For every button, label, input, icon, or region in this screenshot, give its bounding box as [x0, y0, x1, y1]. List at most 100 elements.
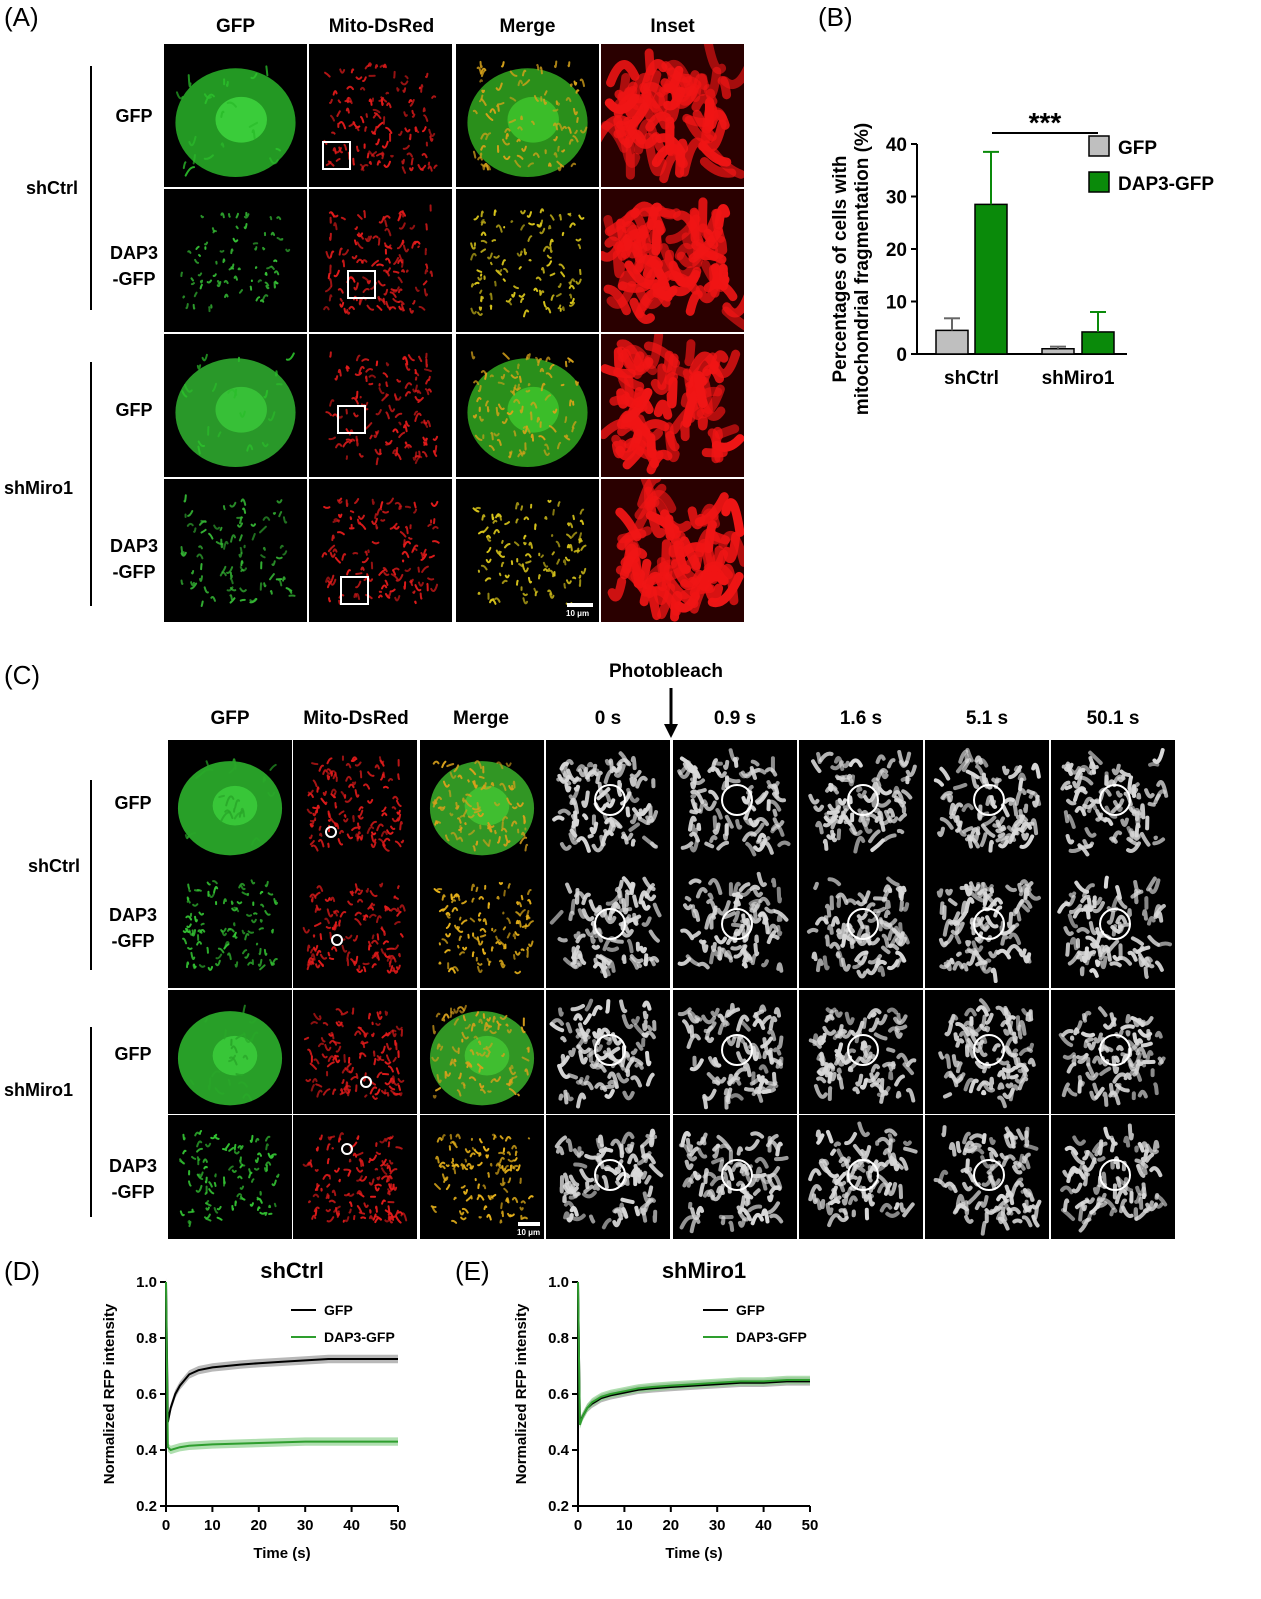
- bleach-roi-circle: [847, 784, 879, 816]
- panel-c-image-r4-c5: [673, 1115, 797, 1239]
- bleach-roi-circle: [594, 784, 626, 816]
- bleach-roi-circle: [847, 1034, 879, 1066]
- y-tick-label: 0.8: [136, 1330, 157, 1347]
- panel-c-image-r4-c4: [546, 1115, 670, 1239]
- row-label-line1: GFP: [114, 793, 152, 813]
- panel-c-image-r1-c2: [293, 740, 417, 864]
- panel-c-image-r3-c4: [546, 990, 670, 1114]
- panel-c-time-1: 0.9 s: [713, 708, 757, 729]
- y-axis-label: Percentages of cells withmitochondrial f…: [830, 123, 873, 415]
- significance-annotation: ***: [1029, 107, 1062, 138]
- row-label-line1: DAP3: [108, 905, 157, 925]
- series-line: [577, 1281, 810, 1423]
- panel-a-group-bar-shmiro1: [90, 362, 92, 606]
- row-label-line1: GFP: [114, 1044, 152, 1064]
- panel-c-image-r3-c7: [925, 990, 1049, 1114]
- panel-c-group-bar-shmiro1: [90, 1027, 92, 1217]
- panel-a-row-label-2: DAP3 -GFP: [96, 240, 172, 292]
- inset-roi-box: [322, 141, 351, 170]
- bar: [1041, 348, 1075, 355]
- bleach-roi-circle: [973, 784, 1005, 816]
- y-tick-label: 0.4: [548, 1442, 570, 1459]
- panel-c-photobleach-label: Photobleach: [608, 661, 723, 682]
- series-error-band: [578, 1277, 810, 1429]
- panel-a-image-r4-c3: 10 μm: [456, 479, 599, 622]
- series-error-band: [578, 1277, 810, 1427]
- panel-c-image-r3-c8: [1051, 990, 1175, 1114]
- panel-a-group-shmiro1: shMiro1: [4, 478, 74, 498]
- bar: [974, 203, 1008, 355]
- panel-c-row-label-2: DAP3 -GFP: [94, 902, 172, 954]
- panel-c-image-r2-c4: [546, 864, 670, 988]
- panel-c-row-label-3: GFP: [94, 1041, 172, 1067]
- panel-c-time-3: 5.1 s: [965, 708, 1009, 729]
- panel-a-row-label-4: DAP3 -GFP: [96, 533, 172, 585]
- panel-c-image-r3-c3: [420, 990, 544, 1114]
- y-tick-label: 1.0: [136, 1274, 157, 1291]
- legend-label: DAP3-GFP: [324, 1329, 395, 1345]
- panel-c-col-merge: Merge: [453, 708, 509, 729]
- y-tick-label: 1.0: [548, 1274, 569, 1291]
- legend-label: DAP3-GFP: [1118, 174, 1214, 195]
- panel-a-image-r1-c3: [456, 44, 599, 187]
- panel-c-time-4: 50.1 s: [1086, 708, 1140, 729]
- bleach-roi-circle: [721, 908, 753, 940]
- y-axis-label: Normalized RFP intensity: [101, 1303, 118, 1484]
- panel-e-line-chart: shMiro1 0.2 0.4 0.6 0.8 1.0 0 10 20 30 40 50 Time (s…: [513, 1258, 819, 1562]
- panel-c-image-r1-c3: [420, 740, 544, 864]
- panel-a-row-label-1: GFP: [96, 103, 172, 129]
- bleach-roi-circle: [325, 826, 337, 838]
- panel-c-image-r2-c3: [420, 864, 544, 988]
- legend-label: GFP: [1118, 138, 1157, 159]
- x-tick-label: 0: [162, 1517, 170, 1534]
- scale-bar-label: 10 μm: [517, 1228, 541, 1237]
- bleach-roi-circle: [973, 1034, 1005, 1066]
- panel-a-image-r3-c1: [164, 334, 307, 477]
- bleach-roi-circle: [973, 1159, 1005, 1191]
- panel-c-image-r3-c1: [168, 990, 292, 1114]
- panel-a-image-r3-c2: [309, 334, 452, 477]
- panel-c-image-r1-c1: [168, 740, 292, 864]
- panel-c-time-0: 0 s: [594, 708, 622, 729]
- panel-a-col-gfp: GFP: [215, 16, 256, 37]
- panel-a-image-r1-c1: [164, 44, 307, 187]
- panel-c-image-r1-c5: [673, 740, 797, 864]
- panel-c-image-r4-c8: [1051, 1115, 1175, 1239]
- panel-c-col-mito: Mito-DsRed: [303, 708, 409, 729]
- panel-c-image-r3-c5: [673, 990, 797, 1114]
- panel-c-image-r1-c6: [799, 740, 923, 864]
- y-tick-label: 0.2: [548, 1498, 569, 1515]
- panel-c-image-r2-c7: [925, 864, 1049, 988]
- row-label-line1: GFP: [115, 400, 153, 420]
- panel-a-image-r3-c3: [456, 334, 599, 477]
- x-tick-label: 40: [343, 1517, 360, 1534]
- panel-letter-c: (C): [4, 660, 41, 690]
- panel-a-group-bar-shctrl: [90, 66, 92, 310]
- panel-c-image-r2-c5: [673, 864, 797, 988]
- legend-label: GFP: [324, 1302, 353, 1318]
- bleach-roi-circle: [847, 908, 879, 940]
- panel-c-image-r1-c7: [925, 740, 1049, 864]
- panel-a-image-r1-c4: [601, 44, 744, 187]
- bleach-roi-circle: [594, 908, 626, 940]
- row-label-line1: DAP3: [109, 243, 158, 263]
- x-axis-label: Time (s): [665, 1545, 722, 1562]
- panel-c-image-r3-c2: [293, 990, 417, 1114]
- x-tick-label: 40: [755, 1517, 772, 1534]
- legend-label: DAP3-GFP: [736, 1329, 807, 1345]
- row-label-line2: -GFP: [111, 1182, 155, 1202]
- y-tick-label: 30: [886, 188, 907, 209]
- row-label-line2: -GFP: [111, 931, 155, 951]
- series-line: [165, 1281, 398, 1452]
- y-tick-label: 0.4: [136, 1442, 158, 1459]
- panel-a-image-r4-c2: [309, 479, 452, 622]
- panel-c-time-2: 1.6 s: [839, 708, 883, 729]
- y-tick-label: 0: [896, 345, 907, 366]
- bleach-roi-circle: [973, 908, 1005, 940]
- bleach-roi-circle: [847, 1159, 879, 1191]
- panel-c-image-r2-c2: [293, 864, 417, 988]
- panel-letter-e: (E): [455, 1256, 490, 1286]
- x-tick-label: 50: [802, 1517, 819, 1534]
- series-line: [577, 1281, 810, 1426]
- panel-a-col-mito: Mito-DsRed: [328, 16, 435, 37]
